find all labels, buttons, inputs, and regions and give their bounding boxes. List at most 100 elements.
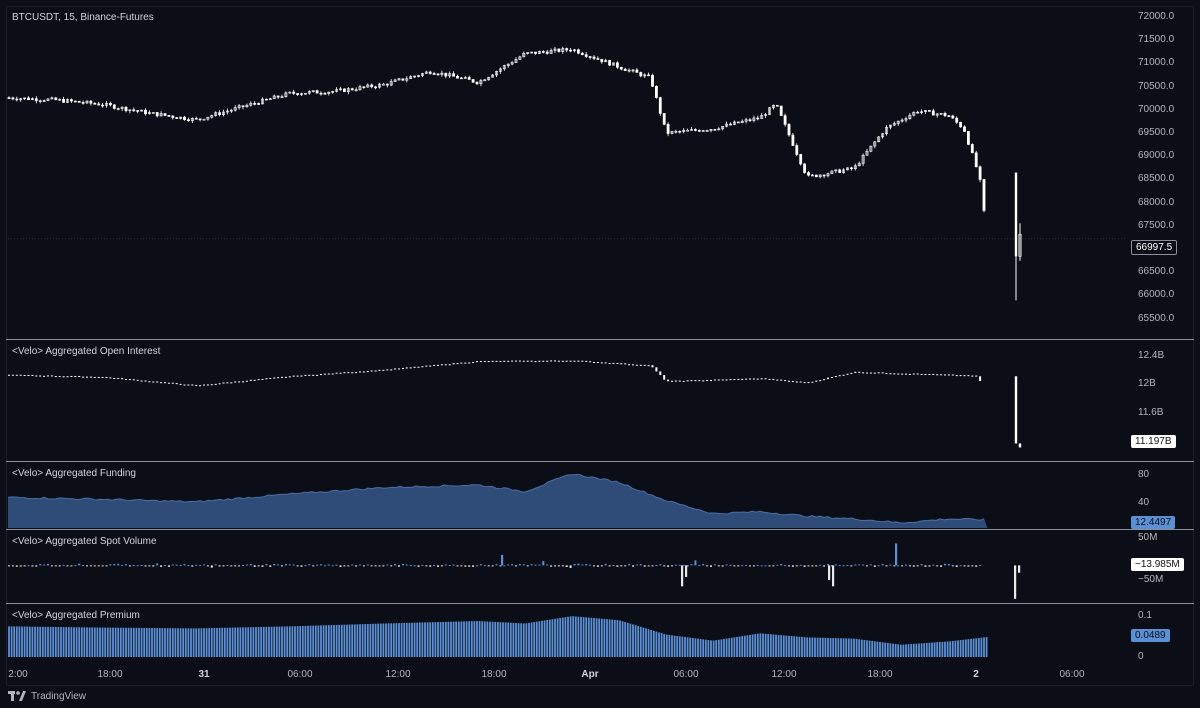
spot-volume-bar (179, 564, 182, 566)
premium-bar (273, 626, 276, 657)
price-candle (974, 152, 978, 168)
open-interest-candle (717, 379, 720, 381)
open-interest-candle (507, 360, 510, 362)
open-interest-candle (171, 382, 174, 384)
premium-bar (647, 629, 650, 657)
premium-bar (483, 621, 486, 657)
spot-volume-bar (515, 565, 517, 567)
premium-bar (184, 628, 187, 657)
open-interest-candle (515, 360, 517, 362)
premium-title[interactable]: <Velo> Aggregated Premium (12, 610, 140, 621)
price-candle (428, 71, 432, 74)
spot-volume-bar (109, 564, 112, 566)
open-interest-candle (546, 360, 549, 362)
premium-bar (361, 624, 364, 657)
premium-bar (405, 622, 408, 657)
premium-bar (954, 640, 957, 657)
spot-volume-bar (495, 564, 498, 566)
open-interest-candle (113, 377, 116, 379)
spot-volume-bar (534, 564, 537, 566)
pane-separator[interactable] (6, 461, 1194, 462)
tradingview-brand[interactable]: TradingView (8, 690, 86, 702)
premium-bar (301, 625, 304, 657)
premium-bar (593, 618, 595, 657)
spot-volume-bar (526, 565, 529, 567)
premium-bar (645, 628, 647, 657)
spot-volume-bar (881, 564, 884, 566)
premium-bar (567, 616, 569, 657)
premium-bar (70, 627, 73, 657)
spot-volume-title[interactable]: <Velo> Aggregated Spot Volume (12, 536, 157, 547)
spot-volume-bar (437, 565, 439, 567)
premium-bar (967, 639, 970, 657)
open-interest-candle (394, 368, 397, 370)
open-interest-candle (854, 371, 857, 373)
spot-volume-bar (932, 564, 935, 566)
funding-area (8, 474, 988, 528)
open-interest-candle (304, 374, 307, 376)
pane-separator[interactable] (6, 339, 1194, 340)
spot-volume-bar (242, 564, 244, 566)
price-candle (109, 103, 112, 106)
premium-bar (200, 628, 203, 657)
open-interest-candle (167, 382, 170, 384)
premium-bar (598, 618, 601, 657)
spot-volume-bar (842, 565, 845, 567)
symbol-title[interactable]: BTCUSDT, 15, Binance-Futures (12, 12, 154, 23)
premium-bar (36, 626, 39, 657)
open-interest-candle (600, 362, 603, 364)
spot-volume-bar (936, 565, 939, 567)
premium-bar (218, 627, 221, 657)
price-candle (701, 130, 705, 132)
premium-bar (845, 638, 848, 657)
premium-bar (164, 628, 166, 657)
premium-bar (538, 621, 541, 657)
spot-volume-bar (417, 565, 420, 567)
spot-volume-bar (405, 564, 408, 566)
spot-volume-bar (152, 565, 155, 567)
spot-volume-bar (920, 563, 923, 566)
premium-bar (782, 635, 785, 657)
spot-volume-bar (339, 565, 342, 567)
price-candle (803, 163, 807, 173)
spot-volume-bar (327, 564, 330, 566)
spot-volume-bar (632, 565, 634, 567)
open-interest-candle (386, 369, 389, 371)
pane-separator[interactable] (6, 529, 1194, 530)
spot-volume-bar (503, 565, 506, 567)
open-interest-candle (869, 372, 872, 374)
premium-bar (249, 627, 252, 657)
premium-bar (554, 618, 556, 657)
open-interest-candle (511, 360, 514, 362)
price-candle (514, 59, 518, 63)
open-interest-candle (702, 380, 705, 382)
open-interest-candle (312, 374, 315, 376)
open-interest-candle (944, 374, 946, 376)
price-candle (292, 91, 296, 94)
price-candle (479, 80, 483, 85)
price-axis-tick: 65500.0 (1138, 312, 1175, 324)
funding-title[interactable]: <Velo> Aggregated Funding (12, 468, 136, 479)
premium-bar (148, 627, 151, 657)
premium-bar (385, 623, 387, 657)
price-candle (732, 121, 736, 125)
price-candle (963, 126, 966, 132)
spot-volume-bar (288, 564, 291, 566)
spot-volume-bar (1014, 565, 1017, 599)
pane-separator[interactable] (6, 603, 1194, 604)
open-interest-title[interactable]: <Velo> Aggregated Open Interest (12, 346, 161, 357)
open-interest-candle (144, 380, 147, 382)
spot-volume-bar (554, 565, 556, 567)
premium-bar (465, 621, 468, 657)
open-interest-candle (897, 373, 900, 375)
premium-bar (777, 634, 780, 657)
open-interest-candle (663, 375, 666, 380)
open-interest-candle (628, 364, 631, 366)
price-candle (771, 104, 775, 109)
spot-volume-bar (101, 565, 104, 567)
spot-volume-bar (729, 564, 732, 566)
premium-bar (619, 620, 621, 657)
open-interest-candle (620, 363, 623, 365)
premium-bar (442, 621, 445, 657)
